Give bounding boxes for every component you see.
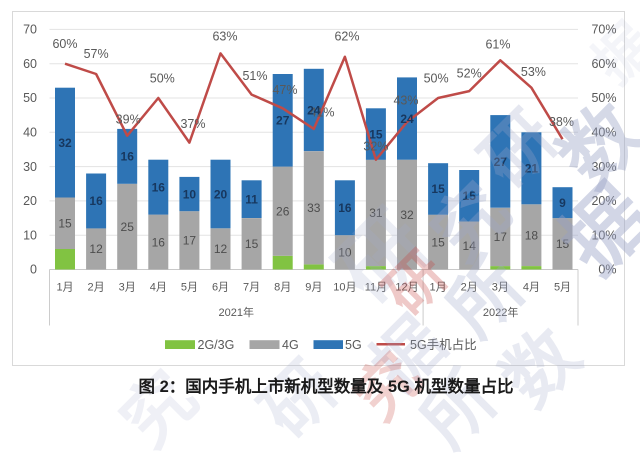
svg-text:2G/3G: 2G/3G <box>198 338 235 352</box>
svg-text:32: 32 <box>58 136 72 150</box>
svg-text:15: 15 <box>431 235 445 249</box>
svg-text:41%: 41% <box>309 105 334 119</box>
svg-text:4月: 4月 <box>523 282 540 294</box>
svg-text:37%: 37% <box>180 117 205 131</box>
svg-text:24: 24 <box>307 103 321 117</box>
svg-text:50%: 50% <box>150 72 175 86</box>
svg-text:4G: 4G <box>282 338 299 352</box>
svg-text:17: 17 <box>183 234 197 248</box>
svg-text:62%: 62% <box>334 29 359 43</box>
svg-text:33: 33 <box>307 201 321 215</box>
svg-text:11: 11 <box>245 193 258 207</box>
svg-text:5G手机占比: 5G手机占比 <box>410 337 477 352</box>
svg-text:9: 9 <box>559 196 566 210</box>
svg-text:1月: 1月 <box>430 282 447 294</box>
svg-text:15: 15 <box>245 237 259 251</box>
svg-text:10%: 10% <box>591 228 616 242</box>
svg-text:30: 30 <box>23 160 37 174</box>
svg-text:14: 14 <box>463 239 477 253</box>
svg-text:30%: 30% <box>591 160 616 174</box>
svg-text:6月: 6月 <box>212 282 229 294</box>
svg-text:2月: 2月 <box>88 282 105 294</box>
svg-text:7月: 7月 <box>243 282 260 294</box>
svg-text:50%: 50% <box>424 72 449 86</box>
svg-text:1月: 1月 <box>56 282 73 294</box>
svg-text:70%: 70% <box>591 23 616 37</box>
svg-text:5G: 5G <box>345 338 362 352</box>
svg-text:17: 17 <box>494 230 508 244</box>
svg-text:16: 16 <box>89 194 103 208</box>
svg-text:5月: 5月 <box>181 282 198 294</box>
svg-text:27: 27 <box>276 114 290 128</box>
svg-text:12月: 12月 <box>395 282 418 294</box>
svg-text:43%: 43% <box>393 94 418 108</box>
svg-text:15: 15 <box>369 127 383 141</box>
svg-text:20: 20 <box>214 187 228 201</box>
svg-text:32%: 32% <box>363 140 388 154</box>
svg-text:60%: 60% <box>591 57 616 71</box>
svg-text:10: 10 <box>183 187 197 201</box>
svg-text:53%: 53% <box>521 65 546 79</box>
svg-text:38%: 38% <box>549 115 574 129</box>
svg-text:16: 16 <box>152 235 166 249</box>
svg-text:10月: 10月 <box>333 282 356 294</box>
svg-text:2021年: 2021年 <box>219 305 254 319</box>
svg-text:26: 26 <box>276 205 290 219</box>
svg-text:15: 15 <box>431 182 445 196</box>
svg-text:20%: 20% <box>591 194 616 208</box>
svg-text:15: 15 <box>556 237 570 251</box>
svg-text:3月: 3月 <box>492 282 509 294</box>
svg-text:24: 24 <box>400 112 414 126</box>
svg-text:4月: 4月 <box>150 282 167 294</box>
svg-text:2月: 2月 <box>461 282 478 294</box>
svg-text:10: 10 <box>338 246 352 260</box>
svg-text:16: 16 <box>121 150 135 164</box>
svg-text:15: 15 <box>463 189 477 203</box>
svg-text:40%: 40% <box>591 126 616 140</box>
svg-text:12: 12 <box>89 242 103 256</box>
svg-text:11月: 11月 <box>365 282 387 294</box>
svg-text:5月: 5月 <box>554 282 571 294</box>
svg-text:3月: 3月 <box>119 282 136 294</box>
svg-text:31: 31 <box>369 206 383 220</box>
svg-text:60: 60 <box>23 57 37 71</box>
svg-text:63%: 63% <box>212 29 237 43</box>
svg-text:39%: 39% <box>116 113 141 127</box>
svg-text:61%: 61% <box>485 37 510 51</box>
svg-text:40: 40 <box>23 126 37 140</box>
svg-text:16: 16 <box>338 201 352 215</box>
svg-text:25: 25 <box>121 220 135 234</box>
svg-text:10: 10 <box>23 228 37 242</box>
svg-text:9月: 9月 <box>305 282 322 294</box>
svg-text:50: 50 <box>23 91 37 105</box>
svg-text:15: 15 <box>58 217 72 231</box>
svg-text:2022年: 2022年 <box>483 305 518 319</box>
svg-text:51%: 51% <box>242 69 267 83</box>
svg-text:20: 20 <box>23 194 37 208</box>
svg-text:0: 0 <box>30 263 37 277</box>
svg-text:52%: 52% <box>457 67 482 81</box>
svg-text:50%: 50% <box>591 91 616 105</box>
svg-text:70: 70 <box>23 23 37 37</box>
svg-text:21: 21 <box>525 162 539 176</box>
svg-text:47%: 47% <box>272 83 297 97</box>
svg-text:32: 32 <box>400 208 414 222</box>
svg-text:27: 27 <box>494 155 508 169</box>
svg-text:16: 16 <box>152 181 166 195</box>
svg-text:57%: 57% <box>84 47 109 61</box>
svg-text:60%: 60% <box>52 37 77 51</box>
svg-text:0%: 0% <box>598 263 616 277</box>
svg-text:18: 18 <box>525 229 539 243</box>
svg-text:12: 12 <box>214 242 228 256</box>
svg-text:8月: 8月 <box>274 282 291 294</box>
